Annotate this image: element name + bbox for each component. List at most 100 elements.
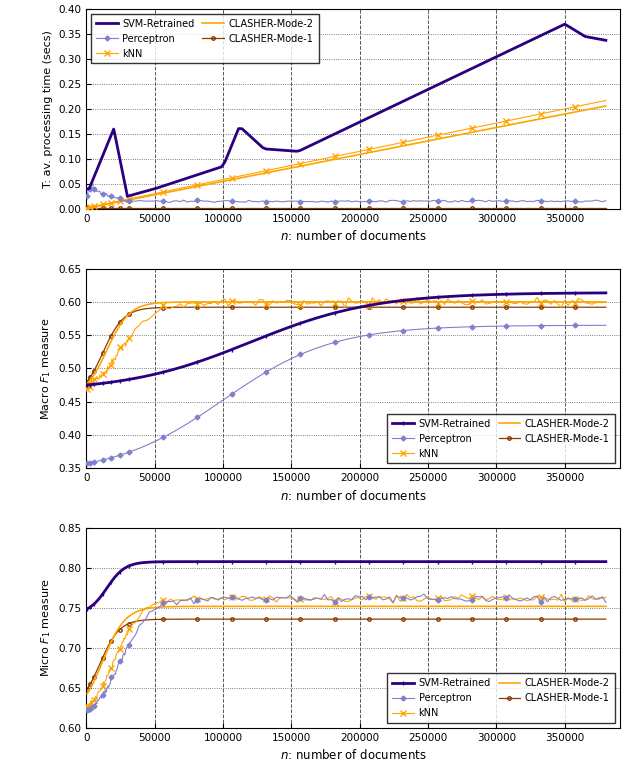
SVM-Retrained	[420, 557, 428, 566]
CLASHER-Mode-2	[602, 297, 610, 306]
Line: SVM-Retrained: SVM-Retrained	[84, 290, 608, 387]
kNN	[86, 705, 93, 714]
Y-axis label: Macro $F_1$ measure: Macro $F_1$ measure	[39, 317, 53, 420]
SVM-Retrained	[602, 36, 610, 45]
Perceptron	[568, 321, 575, 330]
Perceptron	[87, 458, 95, 467]
SVM-Retrained	[105, 378, 113, 387]
SVM-Retrained	[87, 380, 95, 389]
kNN	[86, 203, 93, 212]
CLASHER-Mode-1	[543, 203, 551, 213]
kNN	[602, 297, 610, 306]
SVM-Retrained	[118, 376, 126, 385]
CLASHER-Mode-1	[87, 678, 95, 687]
CLASHER-Mode-2	[105, 643, 113, 652]
Perceptron	[602, 196, 610, 205]
Line: Perceptron: Perceptron	[85, 324, 607, 465]
SVM-Retrained	[602, 288, 610, 297]
Perceptron	[166, 198, 174, 207]
CLASHER-Mode-1	[86, 680, 93, 690]
CLASHER-Mode-2	[83, 689, 91, 698]
SVM-Retrained	[105, 137, 113, 146]
kNN	[118, 344, 126, 353]
SVM-Retrained	[568, 289, 575, 298]
CLASHER-Mode-2	[83, 379, 91, 389]
kNN	[543, 108, 551, 117]
Line: SVM-Retrained: SVM-Retrained	[84, 559, 608, 611]
Line: Perceptron: Perceptron	[85, 592, 607, 715]
SVM-Retrained	[87, 602, 95, 611]
Perceptron	[84, 708, 92, 717]
CLASHER-Mode-2	[86, 376, 93, 386]
CLASHER-Mode-2	[547, 602, 555, 611]
CLASHER-Mode-2	[602, 602, 610, 611]
CLASHER-Mode-1	[105, 203, 113, 213]
Perceptron	[543, 321, 551, 330]
kNN	[557, 590, 565, 599]
Perceptron	[88, 703, 95, 712]
Line: Perceptron: Perceptron	[85, 182, 607, 204]
kNN	[83, 385, 91, 394]
Perceptron	[86, 458, 93, 467]
CLASHER-Mode-2	[86, 685, 93, 694]
CLASHER-Mode-1	[83, 377, 91, 386]
CLASHER-Mode-1	[602, 615, 610, 624]
SVM-Retrained	[571, 557, 579, 566]
Perceptron	[118, 450, 126, 459]
Legend: SVM-Retrained, Perceptron, kNN, CLASHER-Mode-2, CLASHER-Mode-1: SVM-Retrained, Perceptron, kNN, CLASHER-…	[92, 14, 319, 63]
CLASHER-Mode-2	[509, 297, 517, 306]
CLASHER-Mode-2	[118, 317, 126, 326]
Perceptron	[83, 192, 91, 201]
Line: CLASHER-Mode-1: CLASHER-Mode-1	[85, 206, 607, 210]
SVM-Retrained	[547, 557, 555, 566]
kNN	[571, 299, 579, 308]
Perceptron	[105, 454, 113, 463]
SVM-Retrained	[561, 20, 568, 29]
CLASHER-Mode-1	[118, 203, 126, 213]
Perceptron	[575, 197, 582, 207]
Perceptron	[550, 197, 558, 207]
CLASHER-Mode-2	[105, 200, 113, 209]
SVM-Retrained	[118, 565, 126, 575]
kNN	[88, 699, 95, 708]
Legend: SVM-Retrained, Perceptron, kNN, CLASHER-Mode-2, CLASHER-Mode-1: SVM-Retrained, Perceptron, kNN, CLASHER-…	[387, 674, 614, 723]
CLASHER-Mode-2	[502, 602, 510, 611]
SVM-Retrained	[86, 183, 93, 192]
SVM-Retrained	[124, 192, 131, 201]
CLASHER-Mode-1	[602, 303, 610, 312]
Perceptron	[83, 459, 91, 468]
CLASHER-Mode-1	[547, 303, 555, 312]
CLASHER-Mode-1	[441, 615, 449, 624]
CLASHER-Mode-2	[105, 342, 113, 351]
CLASHER-Mode-1	[86, 373, 93, 383]
kNN	[87, 380, 95, 389]
SVM-Retrained	[83, 604, 91, 613]
CLASHER-Mode-2	[83, 203, 91, 213]
Perceptron	[106, 192, 113, 201]
SVM-Retrained	[602, 557, 610, 566]
kNN	[575, 595, 582, 604]
SVM-Retrained	[575, 27, 582, 37]
Perceptron	[550, 592, 558, 601]
kNN	[413, 293, 421, 302]
CLASHER-Mode-2	[86, 203, 93, 212]
Line: kNN: kNN	[84, 591, 609, 712]
X-axis label: $n$: number of documents: $n$: number of documents	[280, 748, 426, 762]
Line: CLASHER-Mode-2: CLASHER-Mode-2	[87, 302, 606, 384]
CLASHER-Mode-1	[83, 203, 91, 213]
CLASHER-Mode-1	[571, 303, 579, 312]
CLASHER-Mode-2	[118, 619, 126, 628]
SVM-Retrained	[86, 380, 93, 389]
CLASHER-Mode-1	[105, 336, 113, 345]
kNN	[106, 667, 113, 676]
Y-axis label: Micro $F_1$ measure: Micro $F_1$ measure	[39, 578, 53, 677]
X-axis label: $n$: number of documents: $n$: number of documents	[280, 229, 426, 243]
kNN	[105, 199, 113, 208]
Perceptron	[602, 598, 610, 607]
CLASHER-Mode-1	[86, 203, 93, 213]
Line: SVM-Retrained: SVM-Retrained	[87, 24, 606, 197]
CLASHER-Mode-1	[547, 615, 555, 624]
kNN	[83, 203, 91, 212]
Line: CLASHER-Mode-1: CLASHER-Mode-1	[85, 306, 607, 383]
CLASHER-Mode-2	[543, 113, 551, 122]
